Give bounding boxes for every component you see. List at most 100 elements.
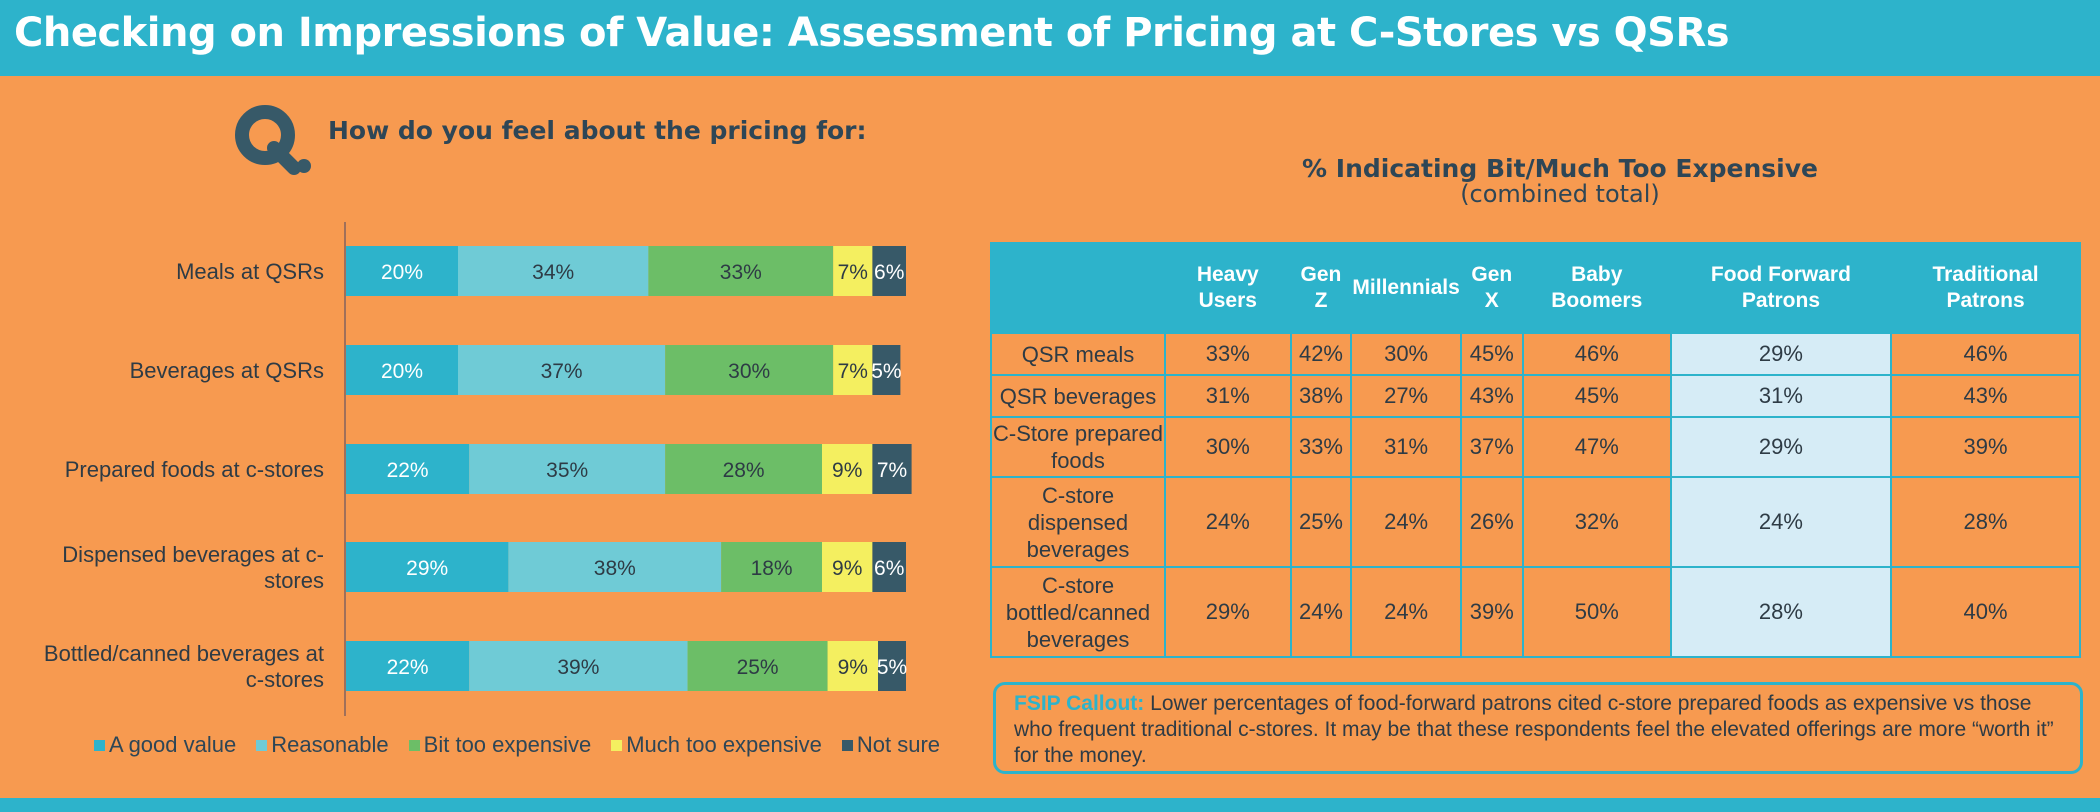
legend-swatch — [841, 739, 853, 751]
table-cell: 25% — [1289, 476, 1353, 568]
bar-much-too-expensive — [833, 246, 873, 296]
fsip-callout: FSIP Callout: Lower percentages of food-… — [993, 682, 2083, 774]
legend-swatch — [94, 739, 105, 751]
data-label: 20% — [381, 261, 423, 284]
column-header: Gen X — [1459, 242, 1524, 334]
table-cell: 31% — [1350, 416, 1462, 478]
data-label: 39% — [557, 656, 599, 679]
data-label: 7% — [838, 360, 868, 383]
bar-a-good-value — [346, 444, 470, 494]
table-cell: 29% — [1164, 566, 1292, 658]
survey-question: How do you feel about the pricing for: — [328, 116, 867, 145]
table-cell: 29% — [1669, 416, 1893, 478]
row-label: QSR meals — [990, 332, 1166, 376]
data-label: 6% — [874, 261, 904, 284]
table-header-row: Heavy Users Gen Z Millennials Gen X Baby Boo… — [990, 242, 2081, 334]
data-label: 22% — [387, 459, 429, 482]
bar-reasonable — [458, 345, 666, 395]
data-label: 9% — [832, 557, 862, 580]
table-cell: 39% — [1890, 416, 2081, 478]
table-cell: 32% — [1521, 476, 1672, 568]
column-header: Baby Boomers — [1521, 242, 1672, 334]
data-label: 9% — [838, 656, 868, 679]
legend-item-bit-too-expensive: Bit too expensive — [408, 732, 592, 758]
table-title: % Indicating Bit/Much Too Expensive — [1302, 154, 1818, 183]
page-title: Checking on Impressions of Value: Assess… — [14, 10, 1730, 56]
table-cell: 45% — [1459, 332, 1524, 376]
data-label: 34% — [532, 261, 574, 284]
table-cell: 29% — [1669, 332, 1893, 376]
legend-swatch — [256, 739, 268, 751]
table-cell: 38% — [1289, 374, 1353, 418]
table-cell: 47% — [1521, 416, 1672, 478]
bar-reasonable — [469, 444, 666, 494]
column-header: Traditional Patrons — [1890, 242, 2081, 334]
bar-bit-too-expensive — [648, 246, 834, 296]
legend-label: Not sure — [856, 732, 941, 757]
table-cell: 46% — [1890, 332, 2081, 376]
bar-not-sure — [872, 542, 906, 592]
legend-item-reasonable: Reasonable — [256, 732, 389, 758]
legend-item-much-too-expensive: Much too expensive — [611, 732, 822, 758]
table-subtitle: (combined total) — [1460, 180, 1660, 208]
bar-reasonable — [508, 542, 722, 592]
table-cell: 27% — [1350, 374, 1462, 418]
table-cell: 33% — [1289, 416, 1353, 478]
data-label: 25% — [737, 656, 779, 679]
legend-label: Bit too expensive — [423, 732, 592, 757]
category-label: Meals at QSRs — [176, 259, 324, 284]
table-cell: 37% — [1459, 416, 1524, 478]
data-label: 29% — [406, 557, 448, 580]
category-label: Dispensed beverages at c- — [62, 542, 324, 567]
table-corner-cell — [990, 242, 1166, 334]
column-header: Millennials — [1350, 242, 1462, 334]
row-label: C-Store prepared foods — [990, 416, 1166, 478]
column-header: Heavy Users — [1164, 242, 1292, 334]
table-row: C-store dispensed beverages 24% 25% 24% 26% 3… — [990, 476, 2081, 568]
table-cell: 31% — [1164, 374, 1292, 418]
stacked-bar-chart: Meals at QSRs 20% 34% 33% 7% 6% Beverages at Q… — [44, 222, 912, 716]
column-header: Gen Z — [1289, 242, 1353, 334]
category-label: stores — [264, 568, 324, 593]
data-label: 35% — [546, 459, 588, 482]
table-cell: 24% — [1164, 476, 1292, 568]
legend-item-a-good-value: A good value — [94, 732, 236, 758]
data-label: 9% — [832, 459, 862, 482]
category-label: Bottled/canned beverages at — [44, 641, 324, 666]
data-label: 37% — [541, 360, 583, 383]
category-label: Prepared foods at c-stores — [65, 457, 324, 482]
title-bar: Checking on Impressions of Value: Assess… — [0, 0, 2100, 76]
table-cell: 50% — [1521, 566, 1672, 658]
bar-not-sure — [872, 345, 901, 395]
data-label: 5% — [877, 656, 907, 679]
bar-bit-too-expensive — [665, 444, 822, 494]
data-label: 7% — [838, 261, 868, 284]
table-cell: 33% — [1164, 332, 1292, 376]
table-cell: 26% — [1459, 476, 1524, 568]
table-row: C-Store prepared foods 30% 33% 31% 37% 47% 29%… — [990, 416, 2081, 478]
legend-swatch — [611, 739, 623, 751]
table-cell: 45% — [1521, 374, 1672, 418]
bar-bit-too-expensive — [665, 345, 834, 395]
row-label: C-store dispensed beverages — [990, 476, 1166, 568]
data-label: 30% — [728, 360, 770, 383]
table-cell: 30% — [1164, 416, 1292, 478]
question-q-icon — [235, 105, 311, 175]
legend-item-not-sure: Not sure — [841, 732, 941, 758]
legend-label: A good value — [109, 732, 237, 757]
data-label: 18% — [751, 557, 793, 580]
table-cell: 24% — [1350, 476, 1462, 568]
bar-much-too-expensive — [822, 444, 873, 494]
table-cell: 42% — [1289, 332, 1353, 376]
row-label: QSR beverages — [990, 374, 1166, 418]
pricing-table: Heavy Users Gen Z Millennials Gen X Baby Boo… — [990, 242, 2081, 658]
bar-reasonable — [469, 641, 688, 691]
bottom-bar — [0, 798, 2100, 812]
callout-label: FSIP Callout: — [1014, 692, 1145, 715]
bar-a-good-value — [346, 641, 470, 691]
category-label: c-stores — [246, 667, 324, 692]
data-label: 6% — [874, 557, 904, 580]
bar-a-good-value — [346, 246, 458, 296]
data-label: 5% — [871, 360, 901, 383]
bar-a-good-value — [346, 542, 509, 592]
